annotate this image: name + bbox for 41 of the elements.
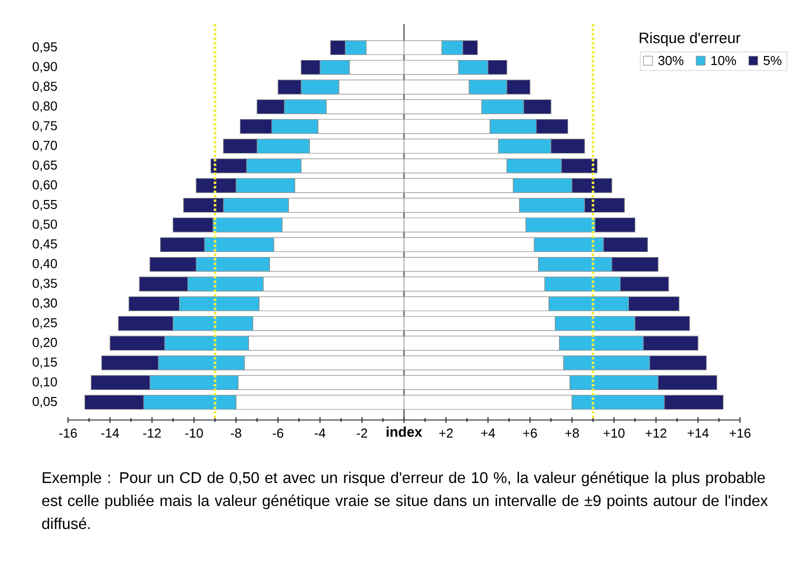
y-tick-label: 0,80 [32, 101, 57, 112]
y-tick-label: 0,10 [32, 377, 57, 388]
x-tick-label: +14 [688, 428, 709, 438]
y-tick-label: 0,70 [32, 140, 57, 152]
x-tick-label: -6 [272, 428, 284, 438]
legend-title: Risque d'erreur [640, 32, 740, 46]
y-tick-label: 0,60 [32, 180, 57, 191]
y-tick-label: 0,90 [32, 62, 57, 73]
x-tick-label: +6 [523, 428, 537, 438]
x-tick-label: -12 [143, 428, 161, 438]
legend-label: 5% [764, 56, 782, 66]
y-tick-label: 0,45 [32, 239, 57, 250]
x-tick-label: +16 [730, 428, 750, 438]
legend-label: 10% [711, 56, 736, 66]
x-tick-label: -16 [59, 428, 77, 438]
y-tick-label: 0,75 [32, 121, 57, 132]
y-tick-label: 0,15 [32, 358, 57, 368]
y-tick-label: 0,95 [32, 42, 57, 54]
text: Exemple : Pour un CD de 0,50 et avec un risque d'erreur de 10 %, la valeur génétique la plus probable est celle publiée mais la valeur génétique vraie se situe dans un intervalle de ±9 points autour de l'index diffusé. [42, 472, 768, 530]
y-tick-label: 0,05 [32, 396, 57, 408]
y-tick-label: 0,40 [32, 258, 57, 270]
x-tick-label: -4 [314, 428, 326, 438]
x-tick-label: +4 [481, 428, 496, 438]
x-tick-label: -14 [101, 428, 120, 438]
y-tick-label: 0,20 [32, 338, 57, 349]
y-tick-label: 0,35 [32, 278, 57, 290]
x-tick-label: +10 [604, 428, 625, 438]
x-axis-title: index [386, 426, 422, 437]
y-tick-label: 0,55 [32, 200, 57, 211]
x-tick-label: -8 [230, 428, 242, 438]
y-tick-label: 0,65 [32, 160, 57, 172]
x-tick-label: -2 [356, 428, 368, 438]
y-tick-label: 0,25 [32, 318, 57, 329]
y-tick-label: 0,85 [32, 82, 57, 92]
x-tick-label: +8 [565, 428, 579, 438]
y-tick-label: 0,50 [32, 220, 57, 230]
y-tick-label: 0,30 [32, 298, 57, 310]
x-tick-label: -10 [185, 428, 203, 438]
x-tick-label: +12 [646, 428, 666, 438]
legend-label: 30% [658, 56, 684, 66]
x-tick-label: +2 [439, 428, 453, 438]
